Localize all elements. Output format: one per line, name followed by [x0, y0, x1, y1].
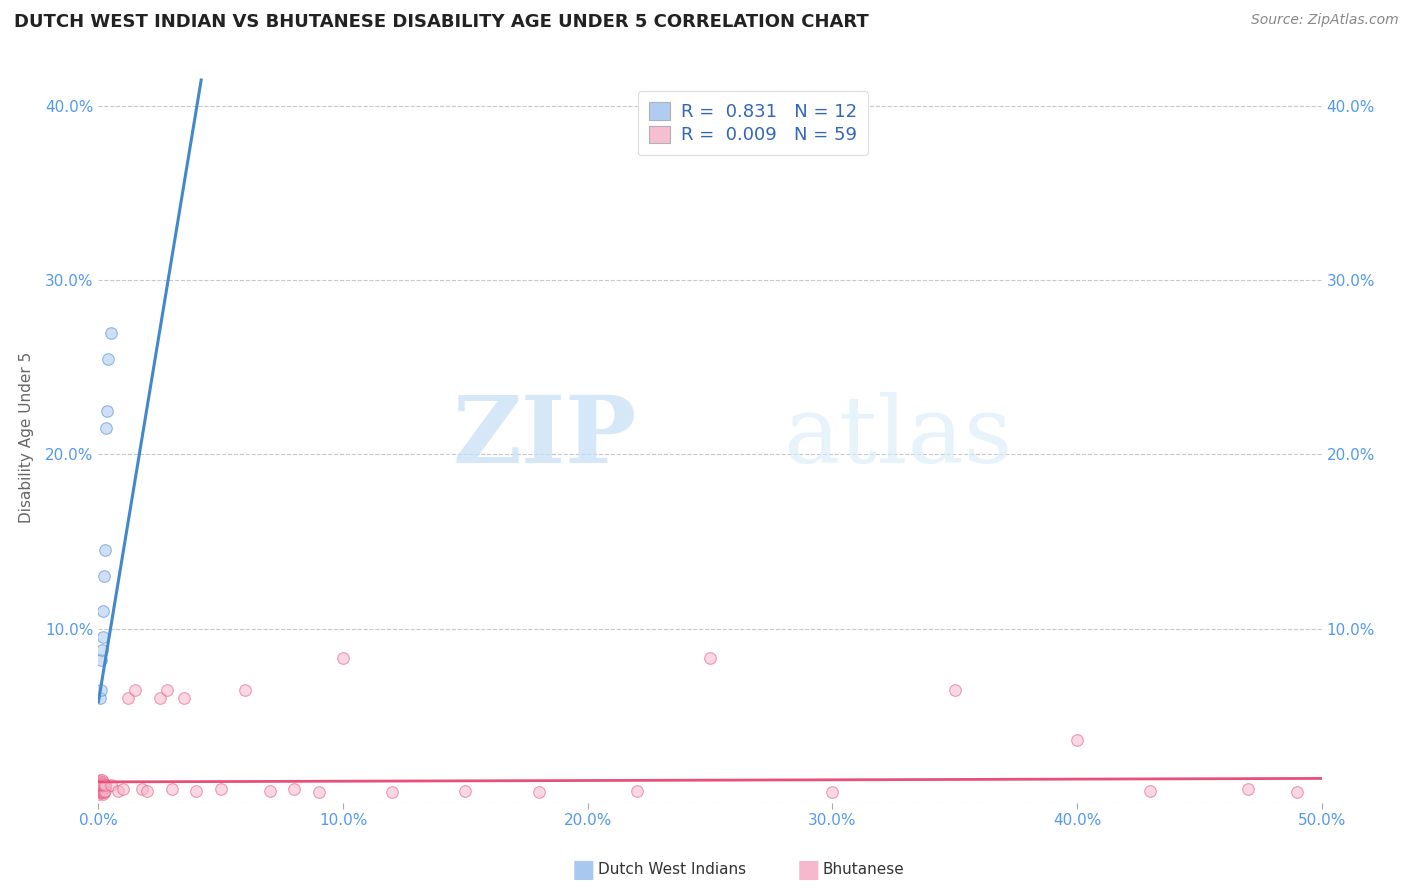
- Point: [100, 326, 122, 340]
- Point: [527, 785, 550, 799]
- Point: [89, 787, 111, 801]
- Point: [90, 775, 112, 789]
- Y-axis label: Disability Age Under 5: Disability Age Under 5: [18, 351, 34, 523]
- Point: [90, 785, 112, 799]
- Point: [90, 773, 112, 788]
- Point: [93, 785, 115, 799]
- Point: [91, 781, 114, 796]
- Point: [111, 781, 134, 796]
- Point: [124, 682, 146, 697]
- Text: Source: ZipAtlas.com: Source: ZipAtlas.com: [1251, 13, 1399, 28]
- Point: [308, 785, 330, 799]
- Point: [91, 778, 114, 792]
- Point: [91, 775, 114, 789]
- Point: [90, 785, 112, 799]
- Point: [89, 777, 111, 791]
- Text: Dutch West Indians: Dutch West Indians: [598, 863, 745, 877]
- Point: [90, 682, 112, 697]
- Point: [173, 691, 195, 706]
- Point: [259, 783, 281, 797]
- Point: [454, 783, 477, 797]
- Point: [821, 785, 844, 799]
- Point: [93, 783, 115, 797]
- Point: [107, 783, 129, 797]
- Point: [93, 543, 115, 558]
- Point: [699, 651, 721, 665]
- Point: [91, 777, 114, 791]
- Point: [94, 780, 117, 794]
- Point: [149, 691, 172, 706]
- Point: [1139, 783, 1161, 797]
- Point: [90, 783, 112, 797]
- Text: ■: ■: [572, 858, 595, 881]
- Point: [91, 783, 114, 797]
- Text: atlas: atlas: [783, 392, 1012, 482]
- Point: [1066, 733, 1088, 747]
- Point: [90, 778, 112, 792]
- Point: [91, 785, 114, 799]
- Point: [943, 682, 966, 697]
- Point: [93, 569, 115, 583]
- Point: [94, 421, 117, 435]
- Point: [283, 781, 305, 796]
- Point: [89, 783, 111, 797]
- Point: [332, 651, 354, 665]
- Text: DUTCH WEST INDIAN VS BHUTANESE DISABILITY AGE UNDER 5 CORRELATION CHART: DUTCH WEST INDIAN VS BHUTANESE DISABILIT…: [14, 13, 869, 31]
- Text: Bhutanese: Bhutanese: [823, 863, 904, 877]
- Text: ZIP: ZIP: [453, 392, 637, 482]
- Point: [89, 780, 111, 794]
- Point: [89, 781, 111, 796]
- Point: [91, 642, 114, 657]
- Point: [89, 775, 111, 789]
- Point: [90, 781, 112, 796]
- Point: [89, 773, 111, 788]
- Point: [91, 604, 114, 618]
- Point: [89, 785, 111, 799]
- Point: [90, 778, 112, 792]
- Point: [117, 691, 139, 706]
- Point: [381, 785, 404, 799]
- Point: [233, 682, 256, 697]
- Point: [94, 783, 117, 797]
- Text: ■: ■: [797, 858, 820, 881]
- Point: [1286, 785, 1309, 799]
- Point: [156, 682, 179, 697]
- Point: [131, 781, 153, 796]
- Point: [91, 777, 114, 791]
- Point: [89, 691, 111, 706]
- Point: [91, 787, 114, 801]
- Point: [91, 631, 114, 645]
- Point: [186, 783, 208, 797]
- Point: [91, 780, 114, 794]
- Point: [100, 778, 122, 792]
- Point: [136, 783, 159, 797]
- Legend: R =  0.831   N = 12, R =  0.009   N = 59: R = 0.831 N = 12, R = 0.009 N = 59: [638, 91, 868, 155]
- Point: [97, 351, 120, 366]
- Point: [160, 781, 183, 796]
- Point: [209, 781, 232, 796]
- Point: [96, 404, 118, 418]
- Point: [1237, 781, 1260, 796]
- Point: [626, 783, 648, 797]
- Point: [93, 778, 115, 792]
- Point: [90, 653, 112, 667]
